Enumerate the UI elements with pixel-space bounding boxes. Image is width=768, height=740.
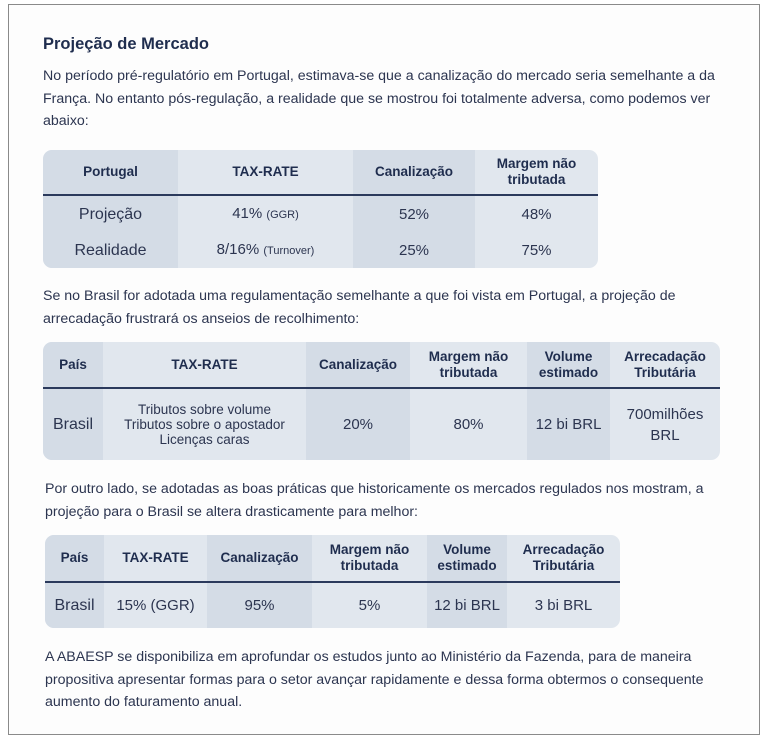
brasil-current-table: País TAX-RATE Canalização Margem não tri… [43,342,720,460]
canal-cell: 25% [353,232,475,268]
tax-cell: 15% (GGR) [116,597,195,614]
margem-cell: 80% [453,416,484,433]
margem-cell: 75% [521,241,552,259]
header-arrecadacao: Arrecadação Tributária [610,342,720,389]
table-row: Realidade 8/16% (Turnover) 25% 75% [43,232,598,268]
arrecadacao-cell: 700milhões BRL [626,405,704,444]
volume-cell: 12 bi BRL [527,388,610,460]
header-tax-rate: TAX-RATE [178,150,353,196]
header-arrecadacao: Arrecadação Tributária [507,535,620,583]
tax-cell: 41% (GGR) [178,195,353,232]
table-header-row: País TAX-RATE Canalização Margem não tri… [45,535,620,583]
canal-cell: 20% [306,388,410,460]
header-pais: País [43,342,103,389]
tax-value: 8/16% [216,240,260,258]
portugal-table: Portugal TAX-RATE Canalização Margem não… [43,150,598,268]
tax-cell: 8/16% (Turnover) [178,232,353,268]
pais-cell: Brasil [45,582,104,628]
closing-paragraph: A ABAESP se disponibiliza em aprofundar … [45,649,704,710]
table-header-row: País TAX-RATE Canalização Margem não tri… [43,342,720,389]
header-margem: Margem não tributada [475,150,598,196]
header-tax-rate: TAX-RATE [103,342,306,389]
canal-cell: 95% [207,582,312,628]
canal-cell: 52% [353,195,475,232]
margem-cell: 48% [521,205,552,223]
tax-line: Tributos sobre volume [137,402,272,417]
margem-cell: 5% [358,597,381,614]
header-pais: País [45,535,104,583]
header-canalizacao: Canalização [207,535,312,583]
header-margem: Margem não tributada [312,535,427,583]
table-row: Projeção 41% (GGR) 52% 48% [43,195,598,232]
tax-note: (Turnover) [263,244,315,257]
tax-note: (GGR) [266,208,299,221]
brasil-projection-paragraph: Se no Brasil for adotada uma regulamenta… [43,288,676,327]
row-label: Projeção [43,195,178,232]
pais-cell: Brasil [43,388,103,460]
volume-cell: 12 bi BRL [427,582,507,628]
header-canalizacao: Canalização [306,342,410,389]
tax-cell: Tributos sobre volume Tributos sobre o a… [103,388,306,460]
good-practices-paragraph: Por outro lado, se adotadas as boas prát… [45,481,704,520]
intro-paragraph: No período pré-regulatório em Portugal, … [43,68,715,129]
table-row: Brasil 15% (GGR) 95% 5% 12 bi BRL 3 bi B… [45,582,620,628]
tax-line: Licenças caras [159,432,250,447]
section-title: Projeção de Mercado [43,35,209,53]
header-canalizacao: Canalização [353,150,475,196]
header-volume: Volume estimado [427,535,507,583]
row-label: Realidade [43,232,178,268]
tax-value: 41% [232,204,263,222]
brasil-good-practices-table: País TAX-RATE Canalização Margem não tri… [45,535,620,628]
tax-line: Tributos sobre o apostador [124,417,285,432]
table-row: Brasil Tributos sobre volume Tributos so… [43,388,720,460]
table-header-row: Portugal TAX-RATE Canalização Margem não… [43,150,598,196]
header-tax-rate: TAX-RATE [104,535,207,583]
header-volume: Volume estimado [527,342,610,389]
header-portugal: Portugal [43,150,178,196]
arrecadacao-cell: 3 bi BRL [534,597,593,614]
header-margem: Margem não tributada [410,342,527,389]
